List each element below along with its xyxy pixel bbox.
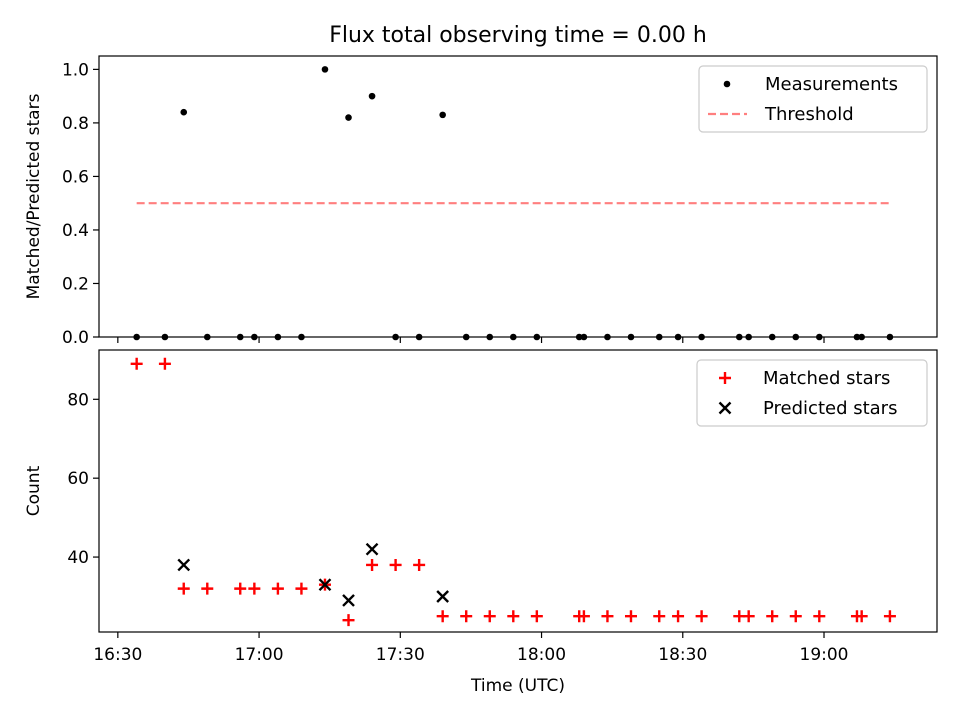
y-axis-label: Count	[24, 465, 44, 516]
matched-star-marker	[436, 610, 449, 623]
legend-box	[696, 359, 928, 427]
x-tick-label: 18:30	[658, 645, 707, 665]
y-axis-label: Matched/Predicted stars	[24, 93, 44, 299]
x-axis-label: Time (UTC)	[470, 676, 565, 696]
predicted-star-marker	[342, 594, 355, 607]
top-panel: 0.0 0.2 0.4 0.6 0.8 1.0 Matched/Predicted star…	[24, 55, 938, 348]
legend-label: Predicted stars	[763, 398, 897, 419]
legend: Measurements Threshold	[698, 65, 928, 133]
legend-label: Matched stars	[763, 368, 890, 389]
matched-star-marker	[813, 610, 826, 623]
matched-star-marker	[342, 614, 355, 627]
y-tick-label: 1.0	[62, 60, 89, 80]
matched-star-marker	[624, 610, 637, 623]
bottom-panel: 40 60 80 16:30 17:00 17:30 18:00 18:30 19:00 Coun…	[24, 349, 938, 696]
matched-star-marker	[672, 610, 685, 623]
y-tick-label: 60	[67, 469, 89, 489]
matched-star-marker	[483, 610, 496, 623]
x-tick-label: 17:00	[235, 645, 284, 665]
legend: Matched stars Predicted stars	[696, 359, 928, 427]
measurement-point	[180, 108, 188, 116]
legend-label: Measurements	[765, 74, 898, 95]
series-matched-stars	[130, 357, 896, 627]
matched-star-marker	[366, 558, 379, 571]
matched-star-marker	[177, 582, 190, 595]
y-tick-label: 0.0	[62, 328, 89, 348]
matched-star-marker	[601, 610, 614, 623]
predicted-star-marker	[436, 590, 450, 603]
legend-matched-swatch	[719, 372, 731, 384]
y-tick-label: 0.6	[62, 167, 89, 187]
matched-star-marker	[295, 582, 308, 595]
matched-star-marker	[789, 610, 802, 623]
axes-frame	[98, 349, 938, 633]
predicted-star-marker	[318, 578, 332, 592]
matched-star-marker	[530, 610, 543, 623]
matched-star-marker	[460, 610, 473, 623]
chart-title: Flux total observing time = 0.00 h	[329, 23, 707, 48]
matched-star-marker	[507, 610, 520, 623]
matched-star-marker	[766, 610, 779, 623]
matched-star-marker	[158, 357, 171, 370]
measurement-point	[439, 111, 446, 119]
legend-box	[698, 65, 928, 133]
x-tick-label: 16:30	[93, 645, 142, 665]
matched-star-marker	[248, 582, 261, 595]
matched-star-marker	[130, 357, 143, 370]
x-tick-label: 17:30	[376, 645, 425, 665]
matched-star-marker	[389, 558, 402, 571]
matched-star-marker	[742, 610, 755, 623]
measurement-point	[345, 114, 352, 121]
measurement-point	[368, 92, 376, 100]
legend-measurement-swatch	[723, 80, 731, 88]
matched-star-marker	[234, 582, 247, 595]
matched-star-marker	[201, 582, 214, 595]
y-tick-label: 0.8	[62, 114, 89, 134]
predicted-star-marker	[365, 542, 379, 556]
y-tick-label: 80	[67, 390, 89, 410]
matched-star-marker	[271, 582, 284, 595]
y-tick-label: 0.4	[62, 221, 89, 241]
axes-frame	[98, 55, 938, 338]
matched-star-marker	[883, 610, 896, 623]
matched-star-marker	[695, 610, 708, 623]
matched-star-marker	[413, 558, 426, 571]
predicted-star-marker	[177, 558, 191, 572]
y-tick-label: 0.2	[62, 274, 89, 294]
legend-predicted-swatch	[718, 401, 732, 415]
series-predicted-stars	[177, 542, 450, 607]
x-tick-label: 18:00	[517, 645, 566, 665]
y-tick-label: 40	[67, 548, 89, 568]
measurement-point	[321, 66, 329, 73]
x-tick-label: 19:00	[800, 645, 849, 665]
matched-star-marker	[577, 610, 590, 623]
legend-label: Threshold	[764, 104, 854, 125]
matched-star-marker	[855, 610, 868, 623]
matched-star-marker	[653, 610, 666, 623]
